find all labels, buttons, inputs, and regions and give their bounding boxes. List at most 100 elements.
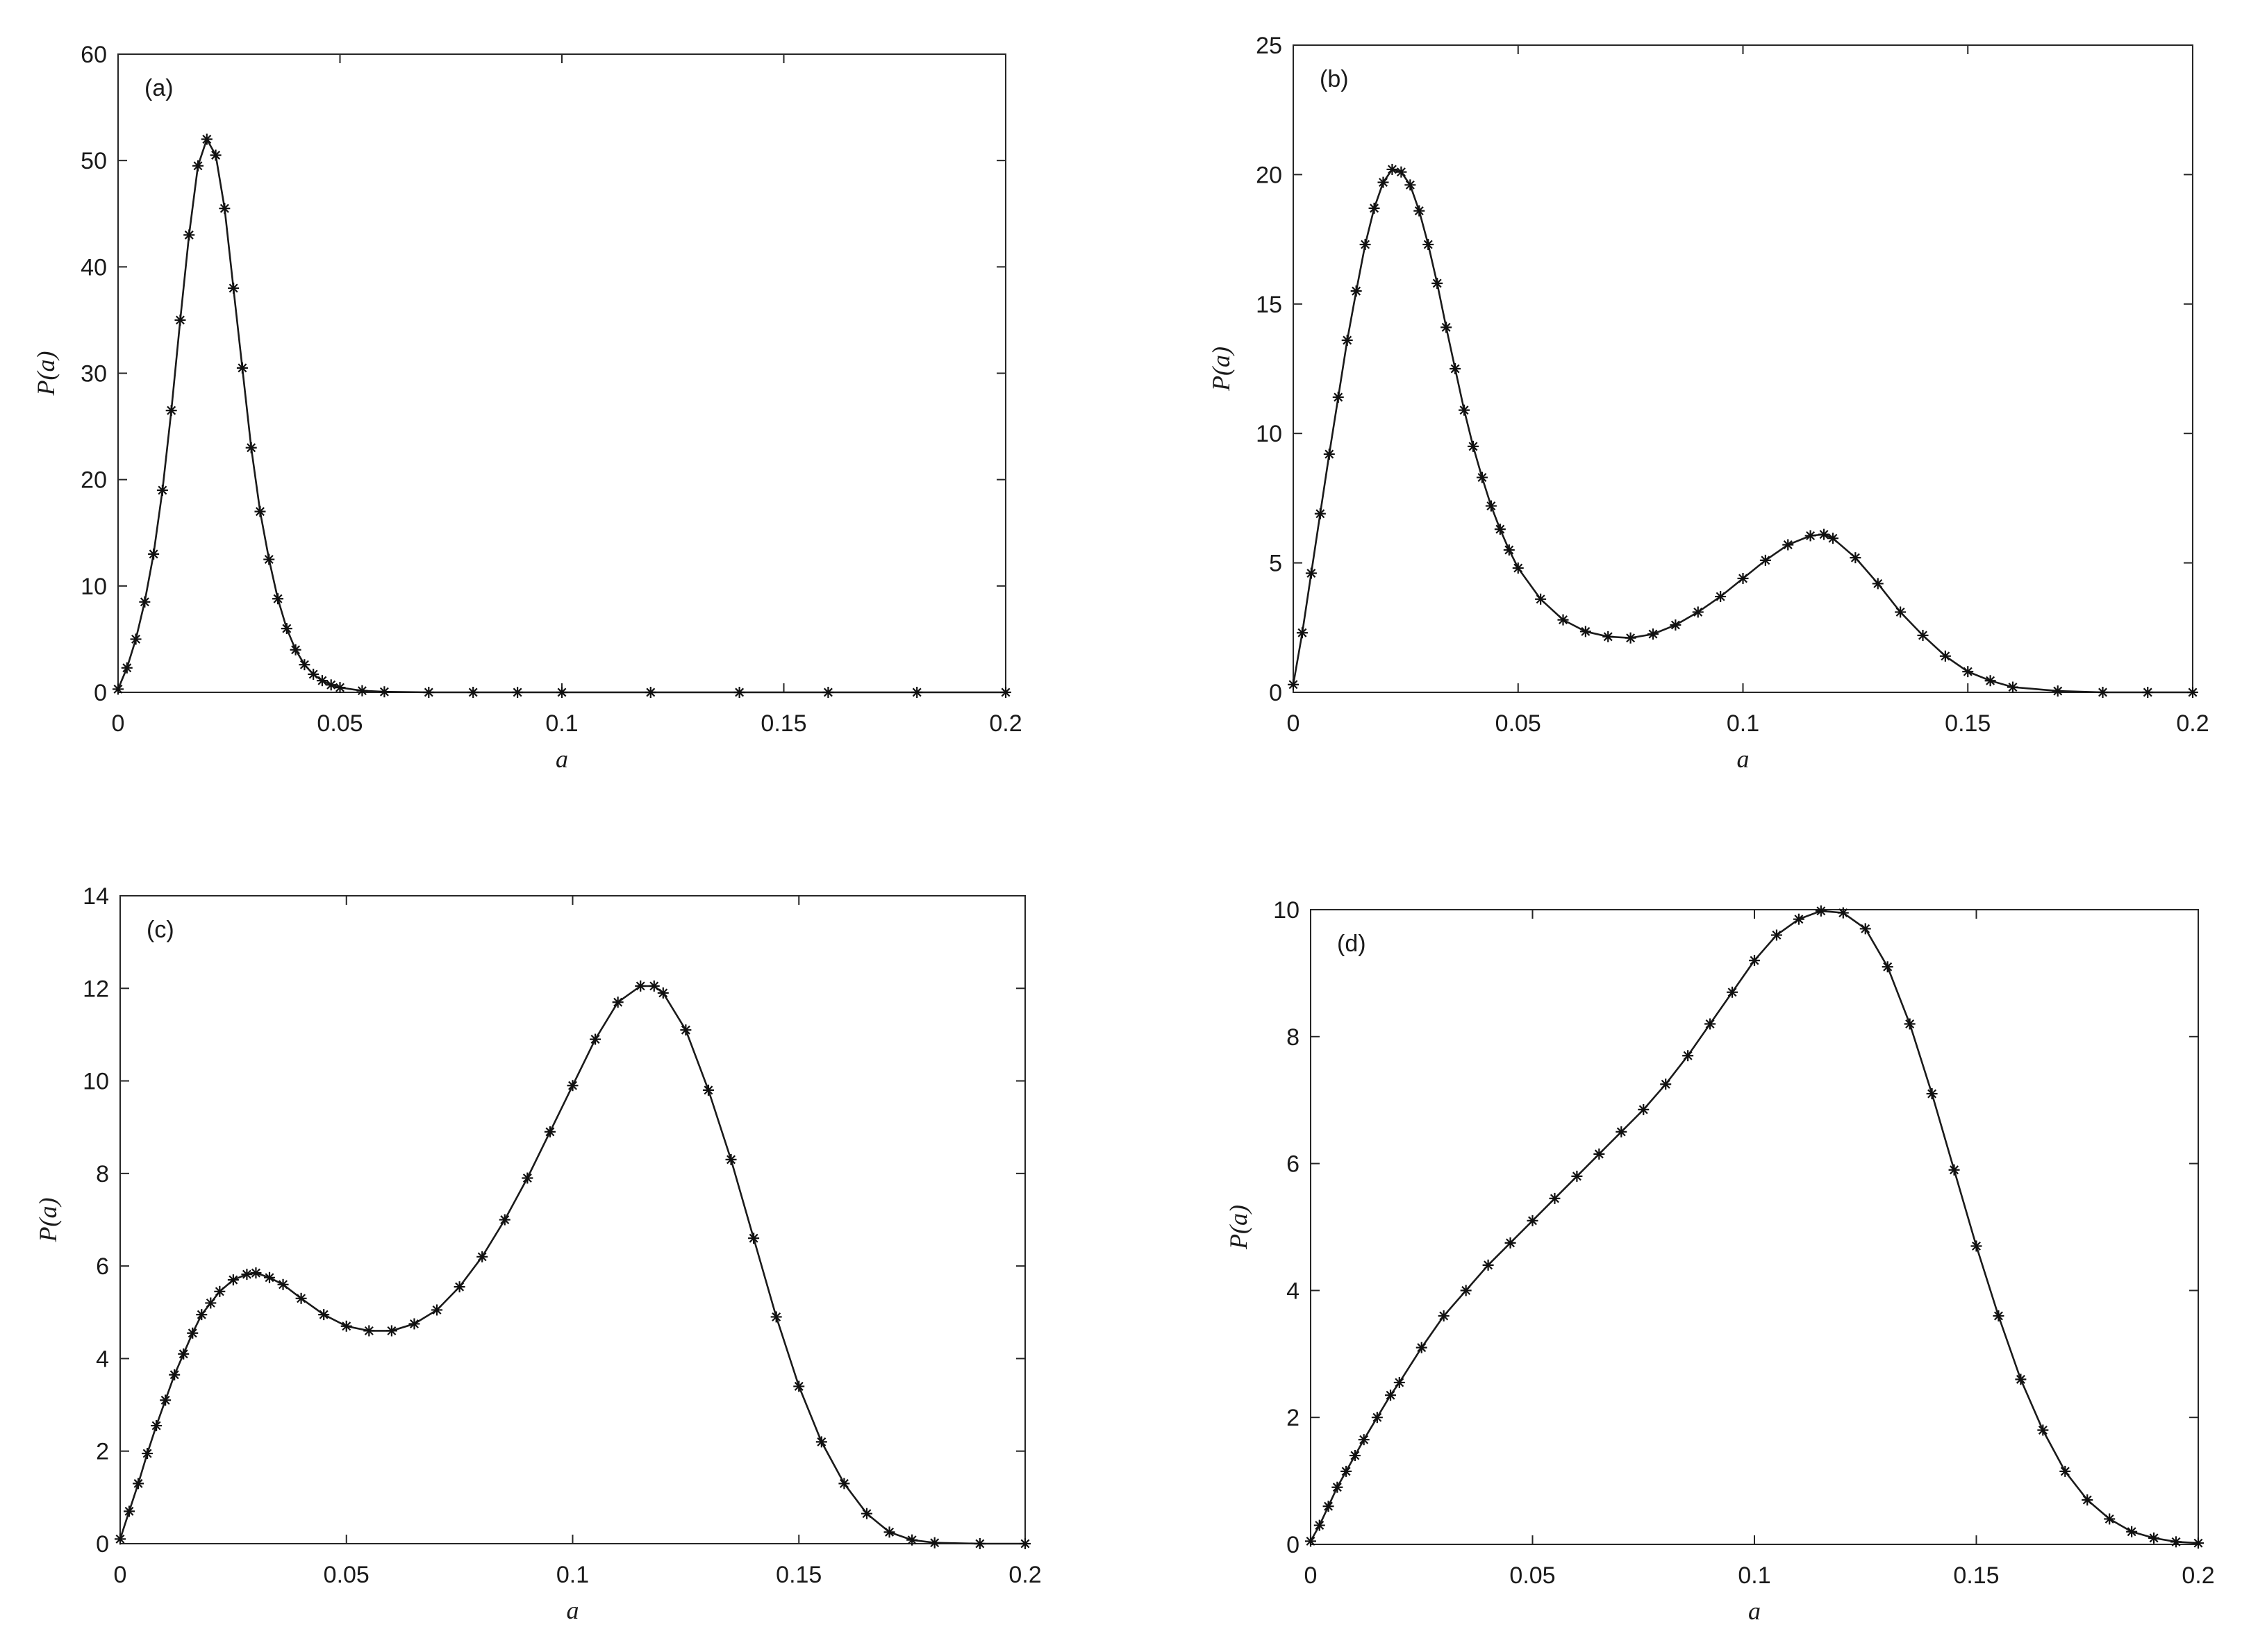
data-point [115, 1533, 126, 1545]
data-point [174, 314, 186, 326]
data-point [1557, 614, 1569, 626]
data-point [408, 1318, 420, 1330]
data-point [2007, 681, 2018, 693]
data-point [1804, 530, 1816, 542]
data-point [431, 1304, 443, 1316]
data-point [1314, 508, 1326, 519]
data-point [318, 1309, 330, 1321]
x-tick-label: 0.2 [1008, 1562, 1041, 1588]
data-point [929, 1537, 940, 1549]
data-point [245, 442, 257, 453]
y-tick-label: 6 [1286, 1151, 1299, 1178]
data-point [1939, 650, 1951, 662]
data-point [906, 1534, 918, 1546]
data-point [1660, 1078, 1672, 1090]
data-point [1647, 628, 1659, 640]
data-point [228, 282, 240, 294]
data-point [1020, 1538, 1031, 1549]
x-axis-label: a [1737, 745, 1750, 773]
data-point [133, 1478, 144, 1490]
data-point [1386, 163, 1398, 175]
data-point [183, 229, 195, 241]
data-point [1571, 1170, 1583, 1182]
y-axis-label: P(a) [1224, 1205, 1252, 1250]
data-point [1404, 179, 1416, 191]
data-point [277, 1278, 289, 1290]
data-point [263, 1271, 275, 1283]
data-point [1770, 929, 1782, 941]
data-point [151, 1420, 163, 1432]
data-point [1818, 528, 1830, 540]
data-point [1393, 1376, 1405, 1388]
data-point [648, 980, 660, 992]
data-point [1549, 1192, 1561, 1204]
data-point [254, 506, 266, 517]
y-tick-label: 2 [1286, 1405, 1299, 1431]
data-point [236, 362, 248, 374]
y-tick-label: 4 [96, 1346, 109, 1372]
data-point [1368, 202, 1380, 214]
data-point [1371, 1412, 1383, 1424]
data-point [148, 548, 160, 560]
data-point [1682, 1050, 1694, 1062]
data-point [1341, 334, 1353, 346]
data-point [299, 659, 310, 671]
data-point [1616, 1126, 1627, 1137]
data-point [1415, 1342, 1427, 1353]
y-tick-label: 12 [83, 976, 109, 1002]
data-point [1395, 166, 1407, 178]
data-point [1476, 472, 1488, 483]
data-point [1468, 440, 1479, 452]
data-point [1872, 578, 1884, 590]
data-point [1494, 524, 1506, 535]
data-point [2148, 1532, 2160, 1544]
data-point [645, 687, 656, 698]
data-point [2142, 687, 2154, 698]
y-tick-label: 10 [1273, 897, 1299, 924]
data-point [911, 687, 923, 698]
data-point [1340, 1465, 1352, 1477]
y-tick-label: 10 [81, 574, 107, 600]
data-point [1837, 907, 1849, 919]
data-point [1970, 1240, 1982, 1252]
data-point [1625, 632, 1636, 644]
data-point [340, 1320, 352, 1332]
y-tick-label: 10 [1256, 421, 1282, 447]
data-point [770, 1311, 782, 1323]
data-point [1323, 449, 1335, 460]
plot-frame [117, 53, 1006, 693]
y-tick-label: 8 [1286, 1024, 1299, 1051]
data-point [363, 1325, 375, 1337]
data-point [356, 685, 368, 696]
data-point [334, 682, 346, 694]
y-tick-label: 60 [81, 42, 107, 68]
data-point [178, 1348, 190, 1360]
y-tick-label: 0 [94, 680, 107, 706]
data-point [1482, 1259, 1494, 1271]
data-point [2015, 1374, 2027, 1385]
data-point [1413, 205, 1425, 217]
data-point [1305, 567, 1317, 579]
y-tick-label: 50 [81, 148, 107, 174]
series-line [117, 137, 1006, 694]
data-point [196, 1309, 208, 1321]
x-tick-label: 0.15 [1945, 710, 1991, 737]
x-tick-label: 0.05 [317, 710, 363, 737]
data-point [121, 662, 133, 674]
data-point [1440, 322, 1452, 333]
data-point [1504, 1237, 1516, 1249]
data-point [2037, 1424, 2049, 1436]
data-point [201, 133, 213, 145]
data-point [2052, 685, 2064, 697]
data-point [1704, 1018, 1716, 1030]
data-point [272, 593, 284, 605]
y-tick-label: 0 [1286, 1532, 1299, 1558]
data-point [295, 1292, 307, 1304]
data-point [657, 987, 669, 999]
plot-frame [119, 895, 1026, 1544]
x-tick-label: 0.1 [1738, 1562, 1770, 1589]
y-tick-label: 25 [1256, 33, 1282, 59]
data-point [139, 596, 151, 608]
panel-label: (d) [1337, 931, 1366, 957]
data-point [1984, 675, 1996, 687]
